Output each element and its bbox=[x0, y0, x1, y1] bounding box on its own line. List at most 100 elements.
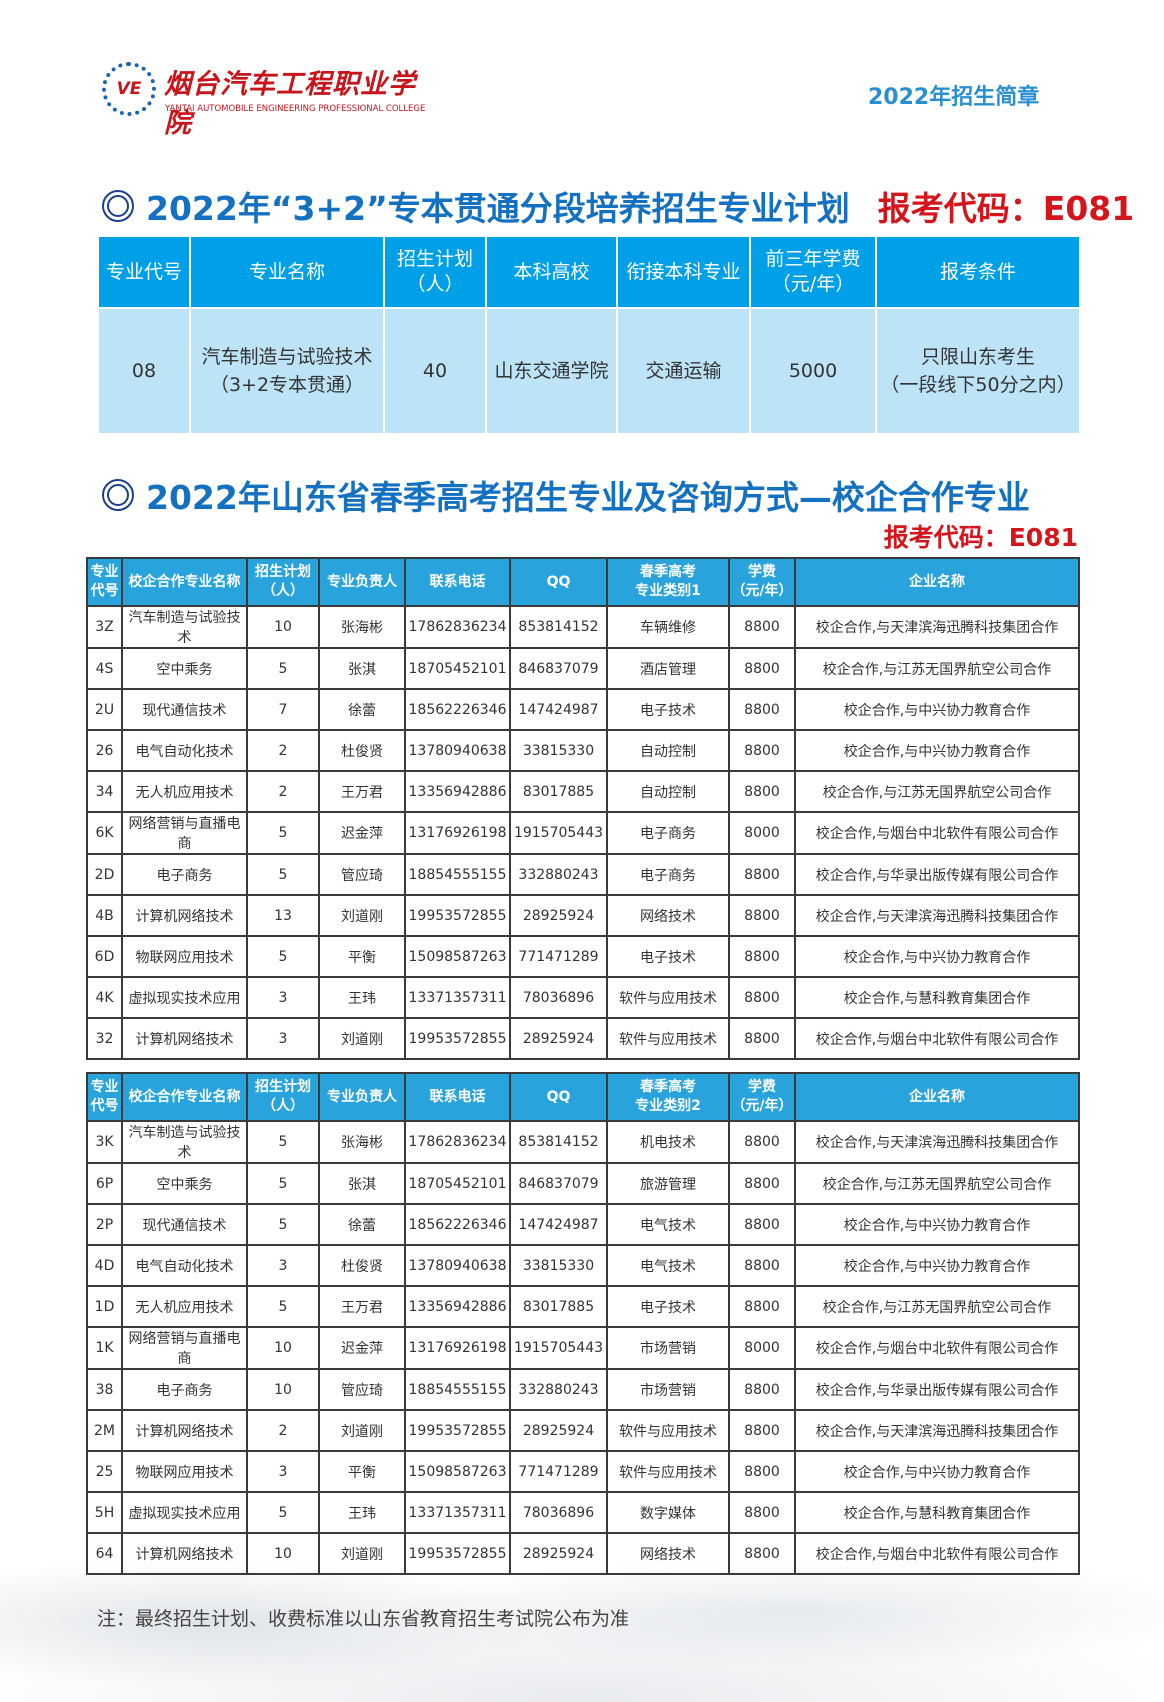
table-cell: 张淇 bbox=[318, 647, 406, 690]
column-header: 专业负责人 bbox=[318, 557, 406, 607]
table-row: 4K 虚拟现实技术应用 3 王玮 13371357311 78036896 软件与应用技术 8… bbox=[86, 976, 1080, 1019]
table-cell: 迟金萍 bbox=[318, 1326, 406, 1370]
table-cell: 8800 bbox=[728, 647, 796, 690]
column-header: 学费 （元/年） bbox=[728, 557, 796, 607]
column-header: 专业名称 bbox=[189, 237, 385, 309]
table-row: 5H 虚拟现实技术应用 5 王玮 13371357311 78036896 数字媒体 8800… bbox=[86, 1491, 1080, 1534]
table-cell: 13176926198 bbox=[404, 811, 511, 855]
table-cell: 计算机网络技术 bbox=[121, 1532, 248, 1575]
table-cell: 13371357311 bbox=[404, 1491, 511, 1534]
table-cell: 1D bbox=[86, 1285, 123, 1328]
table-cell: 18854555155 bbox=[404, 1368, 511, 1411]
table-cell: 13 bbox=[246, 894, 320, 937]
column-header: 专业 代号 bbox=[86, 1072, 123, 1122]
table-cell: 5 bbox=[246, 853, 320, 896]
table-cell: 13356942886 bbox=[404, 1285, 511, 1328]
table-row: 6D 物联网应用技术 5 平衡 15098587263 771471289 电子技术 8800… bbox=[86, 935, 1080, 978]
table-cell: 6P bbox=[86, 1162, 123, 1205]
table-cell: 28925924 bbox=[509, 1017, 608, 1060]
table-cell: 管应琦 bbox=[318, 853, 406, 896]
column-header: 春季高考 专业类别1 bbox=[606, 557, 730, 607]
table-row: 1D 无人机应用技术 5 王万君 13356942886 83017885 电子技术 8800… bbox=[86, 1285, 1080, 1328]
table-cell: 17862836234 bbox=[404, 1120, 511, 1164]
table-cell: 无人机应用技术 bbox=[121, 770, 248, 813]
table-cell: 酒店管理 bbox=[606, 647, 730, 690]
table-cell: 无人机应用技术 bbox=[121, 1285, 248, 1328]
table-cell: 28925924 bbox=[509, 894, 608, 937]
column-header: 专业 代号 bbox=[86, 557, 123, 607]
table-cell: 旅游管理 bbox=[606, 1162, 730, 1205]
column-header: 招生计划 （人） bbox=[246, 1072, 320, 1122]
table-cell: 771471289 bbox=[509, 935, 608, 978]
table-cell: 2M bbox=[86, 1409, 123, 1452]
table-cell: 1915705443 bbox=[509, 1326, 608, 1370]
table-cell: 17862836234 bbox=[404, 605, 511, 649]
table-cell: 5 bbox=[246, 1491, 320, 1534]
table-cell: 电子技术 bbox=[606, 935, 730, 978]
table-cell: 电气自动化技术 bbox=[121, 1244, 248, 1287]
table-cell: 8800 bbox=[728, 770, 796, 813]
table-row: 4D 电气自动化技术 3 杜俊贤 13780940638 33815330 电气技术 8800… bbox=[86, 1244, 1080, 1287]
table-cell: 计算机网络技术 bbox=[121, 1409, 248, 1452]
table-cell: 3 bbox=[246, 1450, 320, 1493]
table-cell: 5 bbox=[246, 1162, 320, 1205]
table-cell: 3 bbox=[246, 976, 320, 1019]
table-cell: 15098587263 bbox=[404, 1450, 511, 1493]
table-cell: 校企合作,与天津滨海迅腾科技集团合作 bbox=[794, 1120, 1080, 1164]
table-cell: 校企合作,与江苏无国界航空公司合作 bbox=[794, 770, 1080, 813]
table-cell: 汽车制造与试验技术 bbox=[121, 1120, 248, 1164]
table-cell: 徐蕾 bbox=[318, 1203, 406, 1246]
table-cell: 10 bbox=[246, 1532, 320, 1575]
table-cell: 校企合作,与中兴协力教育合作 bbox=[794, 1450, 1080, 1493]
table-cell: 3Z bbox=[86, 605, 123, 649]
table-row: 2D 电子商务 5 管应琦 18854555155 332880243 电子商务 8800 校企… bbox=[86, 853, 1080, 896]
column-header: 衔接本科专业 bbox=[616, 237, 751, 309]
table-cell: 4K bbox=[86, 976, 123, 1019]
table-cell: 64 bbox=[86, 1532, 123, 1575]
table-cell: 只限山东考生 （一段线下50分之内） bbox=[875, 307, 1081, 435]
table-cell: 2D bbox=[86, 853, 123, 896]
table-cell: 19953572855 bbox=[404, 1532, 511, 1575]
table-cell: 自动控制 bbox=[606, 729, 730, 772]
section1-heading: 2022年“3+2”专本贯通分段培养招生专业计划 报考代码：E081 bbox=[102, 182, 1134, 230]
table-cell: 8800 bbox=[728, 1450, 796, 1493]
column-header: 报考条件 bbox=[875, 237, 1081, 309]
table-cell: 332880243 bbox=[509, 853, 608, 896]
column-header: 联系电话 bbox=[404, 1072, 511, 1122]
table-row: 25 物联网应用技术 3 平衡 15098587263 771471289 软件与应用技术 8… bbox=[86, 1450, 1080, 1493]
table-cell: 2U bbox=[86, 688, 123, 731]
table-row: 1K 网络营销与直播电商 10 迟金萍 13176926198 1915705443 市场营… bbox=[86, 1326, 1080, 1370]
table-cell: 8800 bbox=[728, 729, 796, 772]
table-cell: 3 bbox=[246, 1017, 320, 1060]
table-cell: 5000 bbox=[749, 307, 877, 435]
table-cell: 5 bbox=[246, 1285, 320, 1328]
table-cell: 8800 bbox=[728, 1368, 796, 1411]
table-cell: 空中乘务 bbox=[121, 647, 248, 690]
table-cell: 电子技术 bbox=[606, 1285, 730, 1328]
table-cell: 2P bbox=[86, 1203, 123, 1246]
table-cell: 8800 bbox=[728, 853, 796, 896]
table-cell: 校企合作,与烟台中北软件有限公司合作 bbox=[794, 811, 1080, 855]
table-cell: 5 bbox=[246, 1203, 320, 1246]
table-cell: 张海彬 bbox=[318, 1120, 406, 1164]
column-header: 前三年学费 （元/年） bbox=[749, 237, 877, 309]
table-cell: 电气技术 bbox=[606, 1244, 730, 1287]
table-cell: 校企合作,与中兴协力教育合作 bbox=[794, 688, 1080, 731]
column-header: 学费 （元/年） bbox=[728, 1072, 796, 1122]
table-cell: 校企合作,与天津滨海迅腾科技集团合作 bbox=[794, 894, 1080, 937]
brochure-title: 2022年招生简章 bbox=[868, 85, 1040, 110]
table-cell: 校企合作,与烟台中北软件有限公司合作 bbox=[794, 1326, 1080, 1370]
table-cell: 8800 bbox=[728, 935, 796, 978]
table-cell: 软件与应用技术 bbox=[606, 1409, 730, 1452]
table-cell: 网络营销与直播电商 bbox=[121, 1326, 248, 1370]
table-cell: 8800 bbox=[728, 1491, 796, 1534]
table-cell: 汽车制造与试验技术 （3+2专本贯通） bbox=[189, 307, 385, 435]
table-row: 4B 计算机网络技术 13 刘道刚 19953572855 28925924 网络技术 880… bbox=[86, 894, 1080, 937]
table-cell: 3K bbox=[86, 1120, 123, 1164]
table-cell: 张淇 bbox=[318, 1162, 406, 1205]
table-cell: 83017885 bbox=[509, 770, 608, 813]
column-header: QQ bbox=[509, 1072, 608, 1122]
table-cell: 6K bbox=[86, 811, 123, 855]
table-cell: 刘道刚 bbox=[318, 1017, 406, 1060]
table-cell: 19953572855 bbox=[404, 1409, 511, 1452]
